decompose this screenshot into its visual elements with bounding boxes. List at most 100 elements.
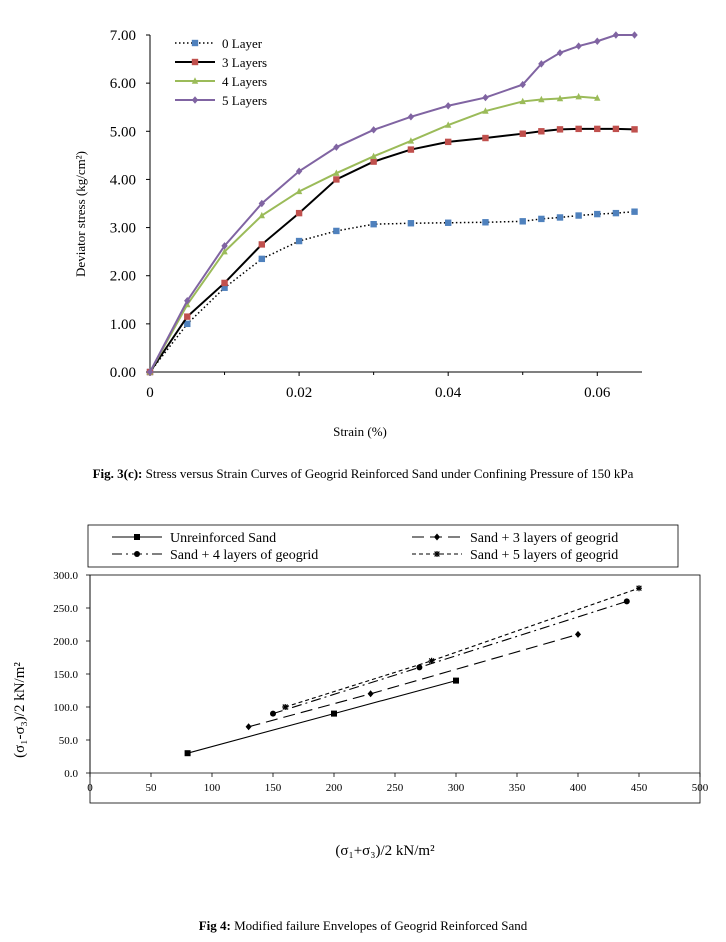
chart2-legend-label: Sand + 5 layers of geogrid bbox=[470, 548, 618, 563]
chart1-legend-label: 3 Layers bbox=[222, 55, 267, 70]
chart1-data-point bbox=[482, 107, 489, 114]
chart2-legend-marker bbox=[434, 533, 440, 541]
chart2-series-0 bbox=[184, 677, 459, 757]
chart1-data-point bbox=[333, 176, 340, 183]
chart2-legend-marker bbox=[434, 551, 440, 557]
chart1-data-point bbox=[631, 126, 638, 133]
chart1-data-point bbox=[519, 130, 526, 137]
chart1-legend: 0 Layer 3 Layers 4 Layers 5 Layers bbox=[175, 36, 267, 108]
chart1-data-point bbox=[556, 214, 564, 221]
chart2-legend-label: Sand + 4 layers of geogrid bbox=[170, 548, 318, 563]
chart2-data-point bbox=[428, 657, 435, 664]
chart1-data-point bbox=[333, 143, 340, 151]
chart1-data-point bbox=[221, 284, 228, 291]
chart1-data-point bbox=[295, 237, 303, 245]
chart2-data-point bbox=[270, 710, 276, 717]
chart1-y-tick-label: 1.00 bbox=[110, 317, 136, 333]
chart2-legend-marker bbox=[134, 534, 140, 540]
chart1-data-point bbox=[594, 94, 601, 101]
chart2-x-tick-label: 350 bbox=[509, 782, 526, 794]
chart2-data-point bbox=[282, 704, 289, 710]
chart2-data-point bbox=[245, 723, 252, 731]
chart1-data-point bbox=[482, 93, 489, 102]
chart2-y-tick-label: 300.0 bbox=[53, 570, 78, 582]
chart2-data-point bbox=[416, 664, 423, 671]
chart2-data-point bbox=[331, 710, 337, 717]
chart1-data-point bbox=[444, 102, 452, 110]
chart1-data-point bbox=[631, 208, 638, 215]
chart1-legend-label: 5 Layers bbox=[222, 93, 267, 108]
chart1-data-point bbox=[519, 218, 526, 225]
chart1-data-point bbox=[295, 167, 303, 175]
chart2-y-tick-label: 150.0 bbox=[53, 669, 78, 681]
chart2-y-tick-label: 100.0 bbox=[53, 702, 78, 714]
chart1-y-tick-label: 5.00 bbox=[110, 124, 136, 140]
chart1-data-point bbox=[594, 37, 601, 45]
chart1-data-point bbox=[221, 242, 228, 250]
chart2-y-tick-label: 0.0 bbox=[64, 768, 78, 780]
chart1-legend-marker bbox=[191, 39, 199, 47]
chart1-series-line bbox=[149, 210, 635, 373]
chart1-data-point bbox=[146, 368, 154, 376]
chart1-data-point bbox=[556, 49, 564, 57]
chart1-data-point bbox=[258, 241, 266, 248]
chart1-data-point bbox=[221, 279, 228, 287]
chart1-data-point bbox=[482, 219, 489, 226]
chart1-data-point bbox=[370, 152, 377, 160]
chart1-data-point bbox=[612, 31, 620, 39]
chart2-data-point bbox=[575, 630, 581, 638]
chart2-x-tick-label: 200 bbox=[326, 782, 343, 794]
chart1-data-point bbox=[556, 126, 564, 133]
chart1-data-point bbox=[407, 220, 415, 227]
chart2-series bbox=[184, 585, 642, 757]
chart2-x-tick-label: 500 bbox=[692, 782, 709, 794]
chart1-legend-marker bbox=[191, 96, 199, 104]
chart2-x-tick-label: 0 bbox=[87, 782, 93, 794]
chart1-data-point bbox=[519, 97, 526, 105]
chart1-series-3 bbox=[146, 31, 638, 376]
chart1-data-point bbox=[444, 138, 452, 146]
chart2-series-2 bbox=[270, 598, 630, 717]
chart1-legend-marker bbox=[191, 77, 199, 84]
failure-envelope-chart: Unreinforced Sand Sand + 3 layers of geog… bbox=[12, 524, 709, 859]
chart2-x-tick-label: 150 bbox=[265, 782, 282, 794]
chart2-x-tick-label: 100 bbox=[204, 782, 221, 794]
chart2-x-tick-label: 250 bbox=[387, 782, 404, 794]
chart1-series-2 bbox=[146, 92, 601, 375]
chart1-legend-marker bbox=[191, 58, 199, 66]
chart1-data-point bbox=[575, 125, 582, 133]
chart1-x-axis-label: Strain (%) bbox=[333, 424, 387, 439]
chart1-data-point bbox=[184, 320, 191, 328]
chart1-data-point bbox=[258, 199, 266, 208]
chart1-legend-label: 4 Layers bbox=[222, 74, 267, 89]
figure-4-caption-text: Modified failure Envelopes of Geogrid Re… bbox=[230, 918, 528, 933]
chart1-series-line bbox=[149, 127, 635, 373]
chart2-y-tick-label: 250.0 bbox=[53, 603, 78, 615]
chart1-data-point bbox=[538, 60, 545, 68]
chart2-x-axis-label: (σ₁+σ₃)/2 kN/m² bbox=[335, 843, 435, 859]
chart1-x-tick-label: 0.02 bbox=[286, 385, 312, 401]
chart1-data-point bbox=[258, 255, 266, 263]
chart2-x-tick-label: 300 bbox=[448, 782, 465, 794]
chart1-data-point bbox=[407, 146, 415, 153]
chart1-data-point bbox=[575, 42, 582, 50]
chart1-y-tick-label: 0.00 bbox=[110, 365, 136, 381]
chart1-data-point bbox=[594, 125, 601, 133]
chart1-y-tick-label: 3.00 bbox=[110, 221, 136, 237]
chart2-series-line bbox=[187, 680, 457, 754]
chart2-x-tick-label: 50 bbox=[146, 782, 158, 794]
chart1-x-tick-label: 0.04 bbox=[435, 385, 462, 401]
chart1-data-point bbox=[258, 211, 266, 219]
chart1-data-point bbox=[333, 227, 340, 235]
figure-4-caption-label: Fig 4: bbox=[198, 918, 231, 933]
chart2-data-point bbox=[636, 585, 642, 592]
chart1-y-tick-label: 7.00 bbox=[110, 28, 136, 44]
chart1-y-axis-label: Deviator stress (kg/cm²) bbox=[73, 151, 88, 277]
chart2-series-line bbox=[248, 633, 579, 728]
chart2-data-point bbox=[453, 677, 459, 684]
chart1-data-point bbox=[519, 80, 526, 89]
chart1-series bbox=[146, 31, 638, 376]
chart1-x-tick-label: 0.06 bbox=[584, 385, 611, 401]
chart1-data-point bbox=[221, 247, 228, 255]
chart2-series-3 bbox=[282, 585, 642, 710]
